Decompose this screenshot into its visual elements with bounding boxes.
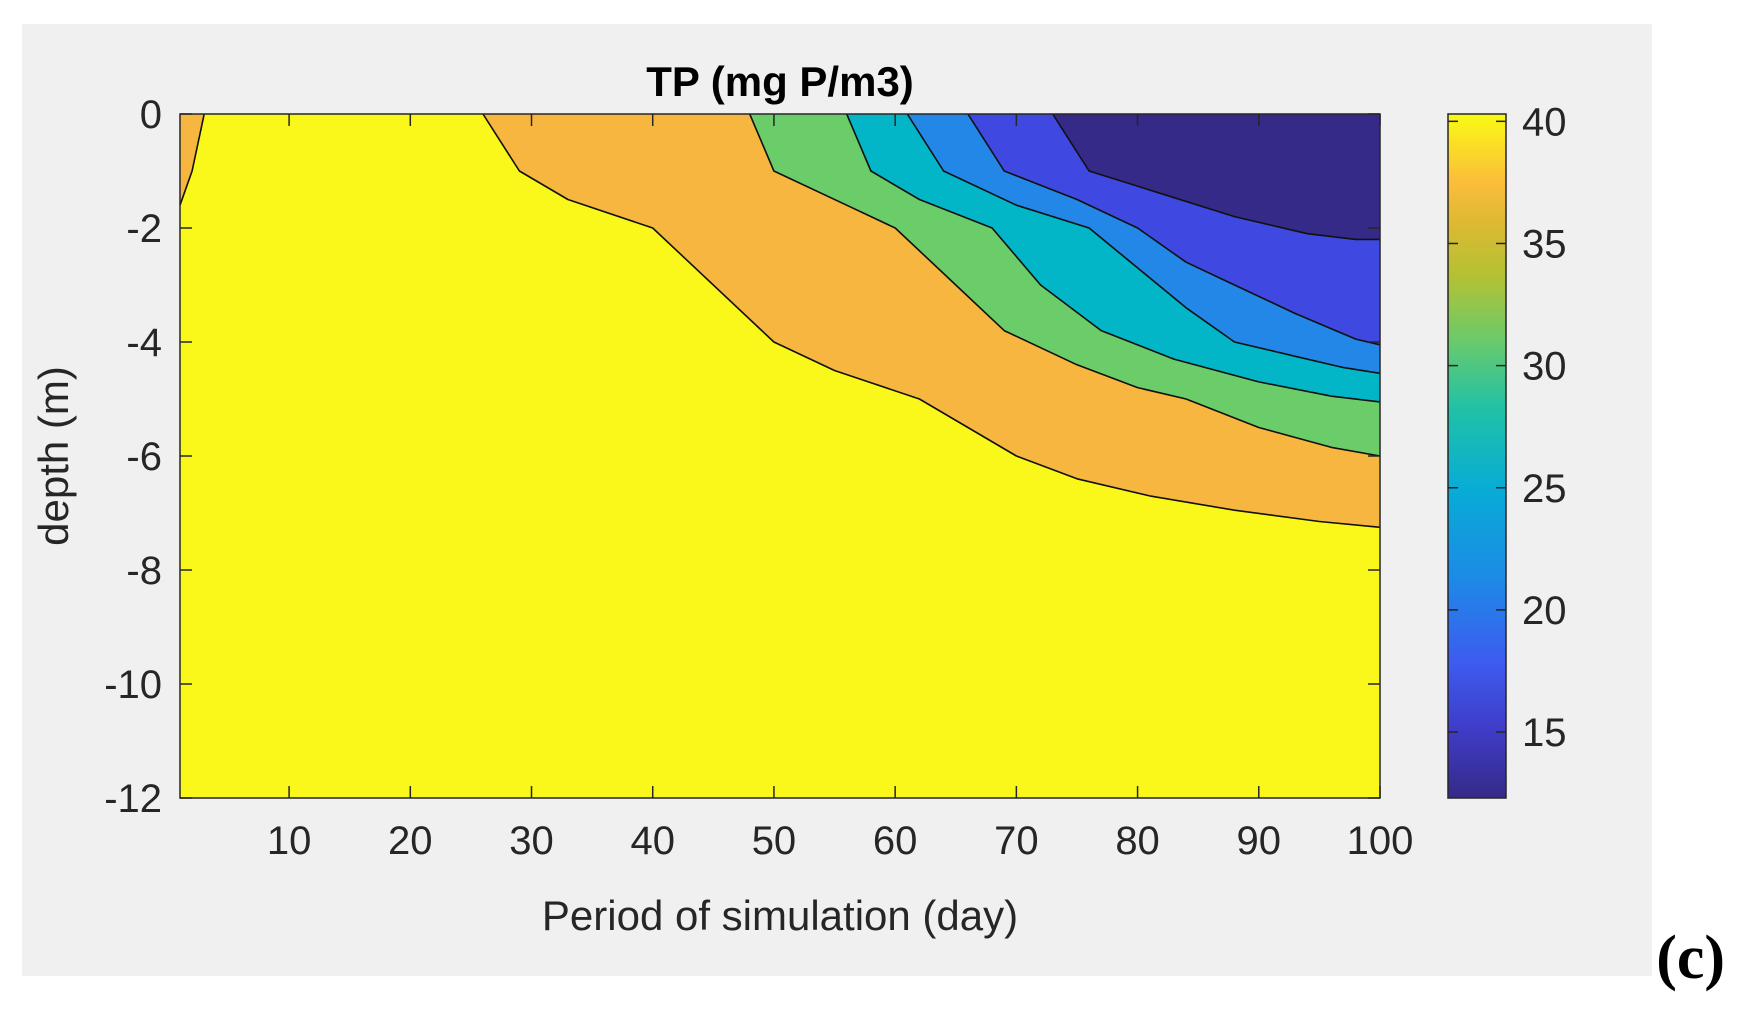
colorbar-tick-label: 35 (1522, 222, 1567, 266)
y-tick-label: -8 (126, 549, 162, 593)
x-tick-label: 30 (509, 819, 554, 863)
x-axis-label: Period of simulation (day) (542, 892, 1018, 939)
panel-label: (c) (1656, 924, 1725, 992)
contour-line-32-2 (748, 113, 1381, 457)
colorbar-ticks: 40 35 30 25 20 15 (1448, 100, 1567, 755)
contour-line-36-1 (482, 113, 1381, 529)
colorbar-strip (1447, 113, 1507, 799)
y-tick-label: 0 (140, 93, 162, 137)
y-tick-label: -6 (126, 435, 162, 479)
contour-line-24-4 (906, 113, 1381, 375)
contour-line-28-3 (845, 113, 1381, 403)
y-tick-label: -4 (126, 321, 162, 365)
x-tick-label: 90 (1237, 819, 1282, 863)
x-tick-label: 50 (752, 819, 797, 863)
contour-regions (180, 114, 1380, 528)
contour-region-16-6 (1052, 114, 1380, 240)
y-tick-label: -2 (126, 207, 162, 251)
colorbar-tick-label: 25 (1522, 467, 1567, 511)
plot-area (180, 114, 1380, 798)
colorbar-tick-label: 20 (1522, 589, 1567, 633)
chart-title: TP (mg P/m3) (646, 58, 914, 105)
x-tick-label: 60 (873, 819, 918, 863)
x-tick-label: 100 (1347, 819, 1414, 863)
y-axis: 0 -2 -4 -6 -8 -10 -12 (104, 93, 1380, 821)
contour-lines (179, 113, 1381, 529)
contour-region-36-0 (180, 114, 205, 206)
x-tick-label: 80 (1115, 819, 1160, 863)
colorbar: 40 35 30 25 20 15 (1447, 100, 1567, 799)
colorbar-tick-label: 15 (1522, 711, 1567, 755)
x-tick-label: 40 (630, 819, 675, 863)
contour-line-16-6 (1052, 113, 1380, 241)
contour-line-20-5 (967, 113, 1381, 346)
x-tick-label: 70 (994, 819, 1039, 863)
x-tick-label: 20 (388, 819, 433, 863)
y-tick-label: -10 (104, 663, 162, 707)
colorbar-tick-label: 40 (1522, 100, 1567, 144)
contour-line-36-0 (179, 113, 205, 206)
y-axis-label: depth (m) (30, 366, 77, 546)
colorbar-tick-label: 30 (1522, 345, 1567, 389)
x-tick-label: 10 (267, 819, 312, 863)
x-axis: 10 20 30 40 50 60 70 80 90 100 (267, 114, 1414, 863)
y-tick-label: -12 (104, 777, 162, 821)
